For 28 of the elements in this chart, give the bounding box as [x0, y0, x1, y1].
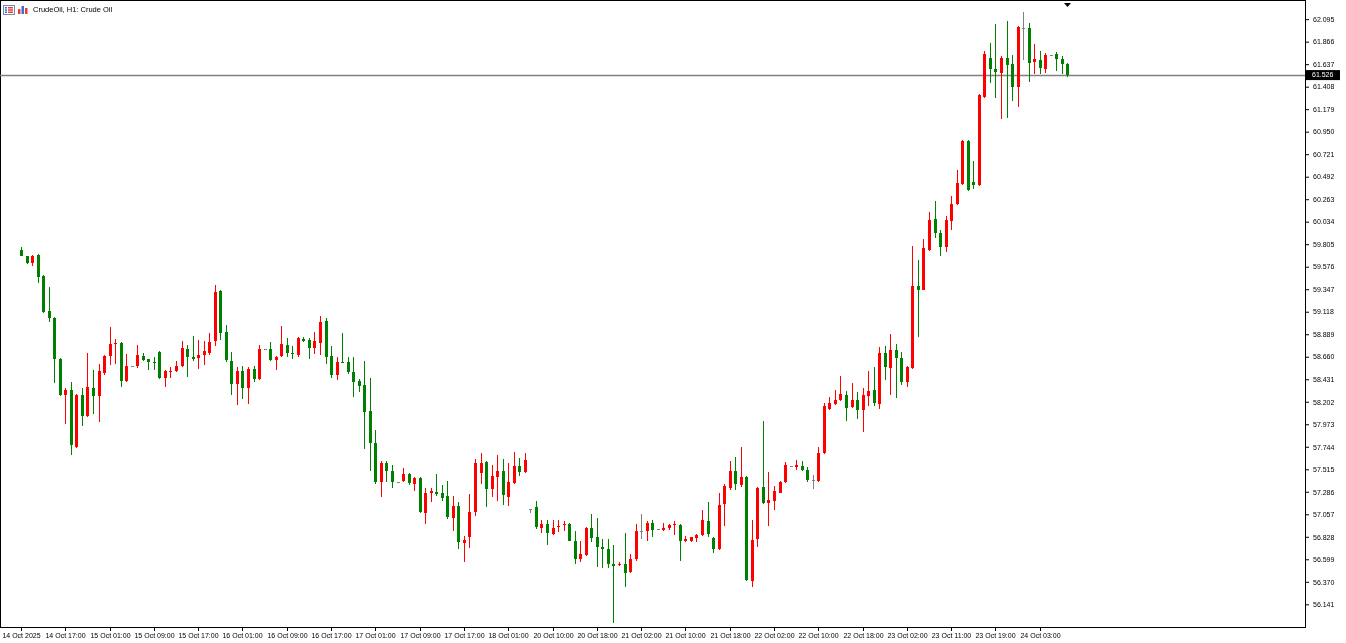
- candlestick: [640, 514, 643, 539]
- candlestick: [601, 539, 604, 568]
- candlestick: [994, 24, 997, 98]
- candlestick: [812, 475, 815, 489]
- candlestick: [563, 521, 566, 531]
- candlestick: [192, 336, 195, 361]
- candlestick: [917, 260, 920, 337]
- candlestick: [291, 346, 294, 359]
- candlestick: [557, 520, 560, 532]
- candlestick: [1022, 12, 1025, 60]
- candlestick: [1006, 21, 1009, 118]
- candlestick: [64, 388, 67, 424]
- candlestick: [1033, 44, 1036, 74]
- candlestick: [341, 333, 344, 363]
- candlestick: [972, 161, 975, 189]
- candlestick: [153, 357, 156, 370]
- candlestick: [435, 474, 438, 496]
- candlestick: [463, 536, 466, 562]
- candlestick: [114, 339, 117, 364]
- candlestick: [496, 455, 499, 501]
- candlestick: [197, 340, 200, 369]
- candlestick: [673, 521, 676, 535]
- candlestick: [430, 488, 433, 502]
- candlestick: [169, 367, 172, 378]
- candlestick: [895, 344, 898, 398]
- candlestick: [767, 472, 770, 526]
- candlestick: [612, 545, 615, 623]
- candlestick: [867, 371, 870, 406]
